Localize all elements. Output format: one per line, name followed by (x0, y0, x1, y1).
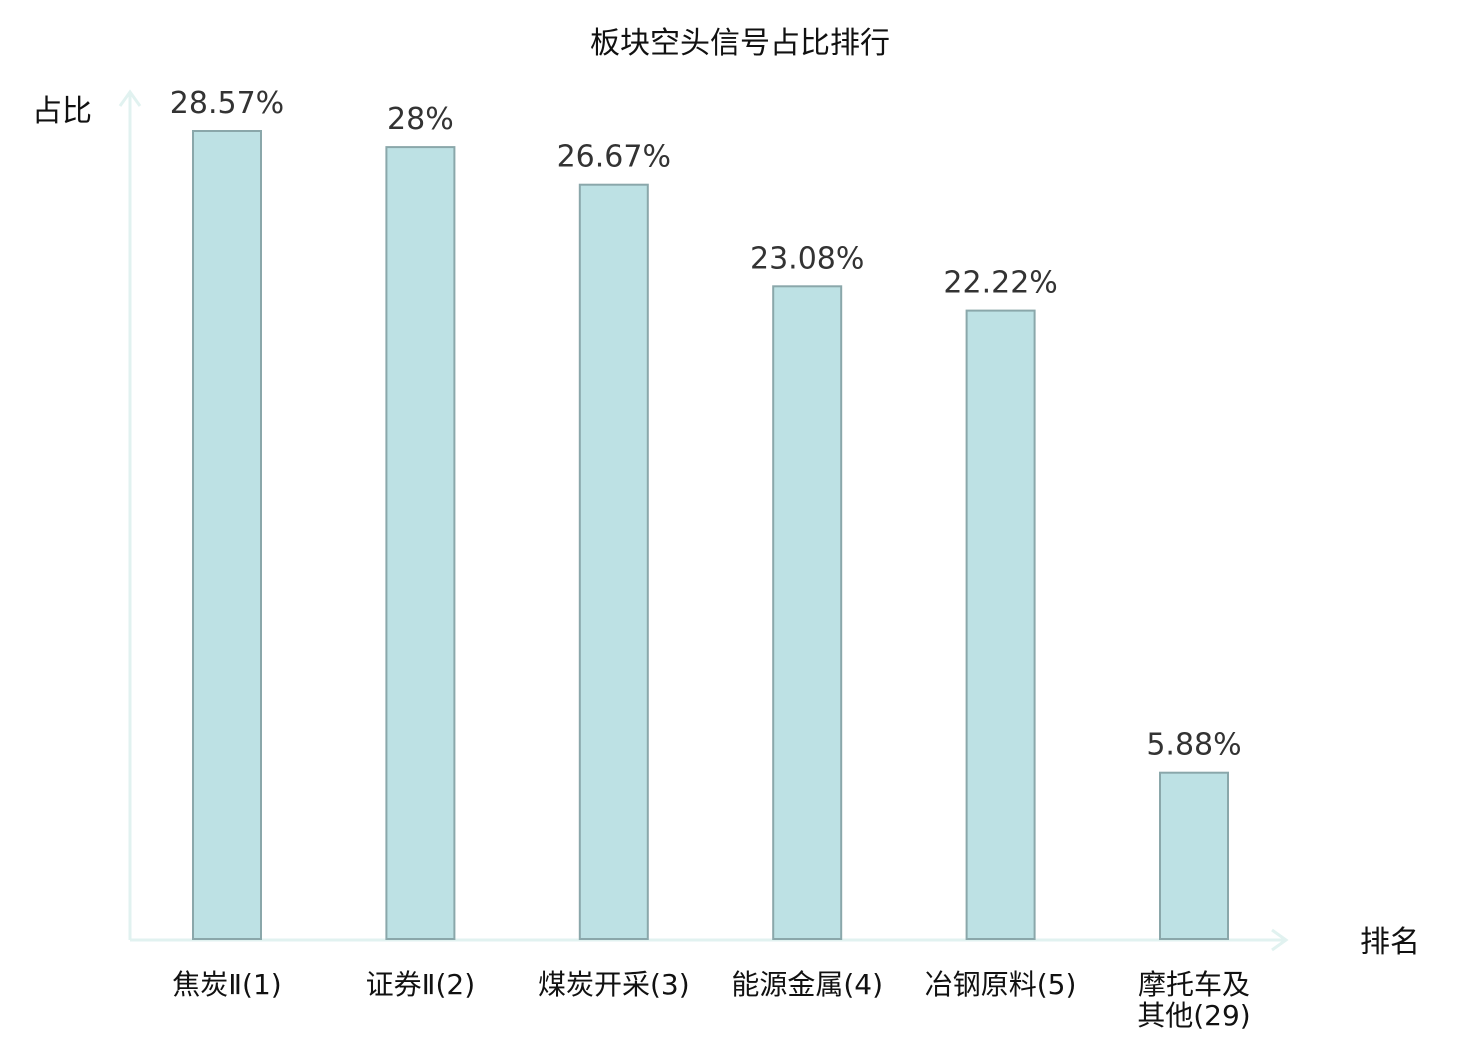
category-tick-label: 煤炭开采(3) (538, 968, 690, 1001)
y-axis-label: 占比 (32, 94, 92, 129)
bars-group (192, 130, 1229, 941)
y-axis-arrow (118, 89, 142, 107)
bar-value-label: 5.88% (1146, 728, 1241, 763)
bar-value-label: 26.67% (557, 140, 671, 175)
bar (385, 146, 456, 941)
bar-value-label: 28% (387, 102, 454, 137)
bar-value-label: 23.08% (750, 241, 864, 276)
bar (772, 285, 843, 940)
bar-value-label: 28.57% (170, 86, 284, 121)
bar (1159, 771, 1229, 941)
category-tick-label: 证券Ⅱ(2) (366, 968, 475, 1001)
x-axis-label: 排名 (1360, 925, 1420, 960)
x-axis-arrow (1271, 928, 1289, 952)
bar (965, 309, 1036, 941)
value-labels-group: 28.57% 28% 26.67% 23.08% 22.22% 5.88% (170, 86, 1242, 763)
category-tick-label: 冶钢原料(5) (925, 968, 1077, 1001)
bar (192, 130, 262, 940)
category-tick-label: 能源金属(4) (731, 968, 883, 1001)
bar-value-label: 22.22% (943, 266, 1057, 301)
axes (118, 89, 1289, 952)
category-tick-label: 焦炭Ⅱ(1) (172, 968, 281, 1001)
bar (578, 183, 649, 940)
category-tick-label: 摩托车及 (1138, 968, 1250, 1001)
category-tick-label: 其他(29) (1137, 999, 1250, 1032)
category-labels-group: 焦炭Ⅱ(1) 证券Ⅱ(2) 煤炭开采(3) 能源金属(4) 冶钢原料(5) 摩托车及其他(… (172, 968, 1250, 1032)
chart-title: 板块空头信号占比排行 (590, 26, 890, 61)
